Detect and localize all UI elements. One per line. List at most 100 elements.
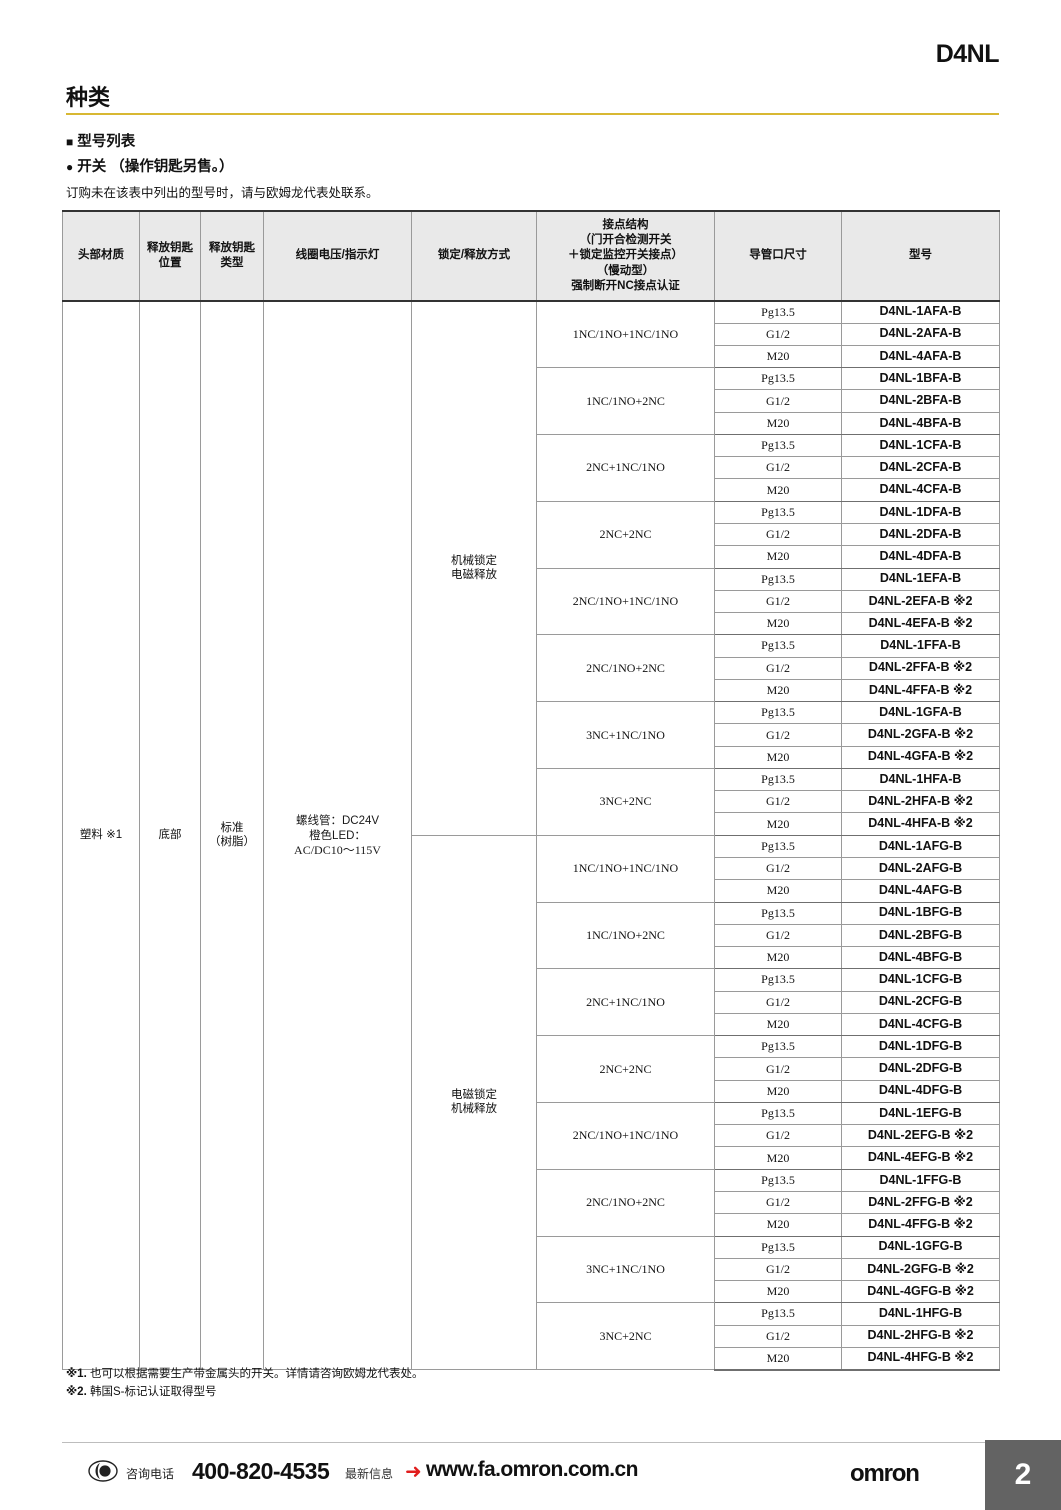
- cell-model: D4NL-2EFA-B ※2: [841, 589, 1000, 614]
- model-list-table-wrapper: 头部材质 释放钥匙 位置 释放钥匙 类型 线圈电压/指示灯 锁定/释放方式 接点结构…: [62, 210, 1000, 1371]
- cell-model: D4NL-4GFG-B ※2: [841, 1280, 1000, 1304]
- cell-model: D4NL-4DFG-B: [841, 1079, 1000, 1103]
- footnote-marker: ※2: [953, 1194, 973, 1209]
- cell-contact-structure: 2NC/1NO+1NC/1NO: [536, 1101, 715, 1170]
- subsection-heading: ● 开关 （操作钥匙另售。）: [66, 155, 234, 176]
- cell-model: D4NL-2FFA-B ※2: [841, 656, 1000, 680]
- table-row: 塑料 ※1 底部 标准 （树脂） 螺线管：DC24V 橙色LED： AC/DC10～115V…: [62, 300, 1000, 1371]
- cell-conduit-size: M20: [714, 411, 842, 435]
- footnote-marker: ※2: [954, 749, 974, 764]
- cell-conduit-size: Pg13.5: [714, 1101, 842, 1126]
- table-row: G1/2 D4NL-2FFA-B ※2: [63, 656, 1000, 680]
- table-row: G1/2 D4NL-2CFA-B: [63, 456, 1000, 480]
- cell-conduit-size: M20: [714, 745, 842, 769]
- cell-contact-structure: 1NC/1NO+1NC/1NO: [536, 834, 715, 903]
- cell-conduit-size: M20: [714, 1213, 842, 1237]
- cell-model: D4NL-1EFA-B: [841, 567, 1000, 591]
- table-row: 2NC/1NO+1NC/1NO Pg13.5 D4NL-1EFA-B: [63, 567, 1000, 636]
- col-head-coil-voltage: 线圈电压/指示灯: [263, 210, 412, 302]
- cell-conduit-size: Pg13.5: [714, 300, 842, 324]
- cell-contact-structure: 2NC+1NC/1NO: [536, 433, 715, 502]
- cell-conduit-size: G1/2: [714, 923, 842, 948]
- footnote-marker: ※2: [953, 1217, 973, 1232]
- cell-model: D4NL-2GFA-B ※2: [841, 723, 1000, 747]
- footnote-marker: ※2: [952, 660, 973, 675]
- footnote-2-text: 韩国S-标记认证取得型号: [89, 1385, 217, 1398]
- table-row: G1/2 D4NL-2AFG-B: [63, 856, 1000, 881]
- col-head-material: 头部材质: [62, 210, 140, 302]
- cell-conduit-size: Pg13.5: [714, 901, 842, 925]
- cell-conduit-size: Pg13.5: [714, 767, 842, 792]
- col-head-key-position: 释放钥匙 位置: [139, 210, 201, 302]
- cell-conduit-size: Pg13.5: [714, 433, 842, 458]
- cell-conduit-size: Pg13.5: [714, 367, 842, 391]
- cell-model: D4NL-4FFG-B ※2: [841, 1213, 1000, 1237]
- website-url[interactable]: www.fa.omron.com.cn: [426, 1458, 638, 1481]
- page-footer: 咨询电话 400-820-4535 最新信息 ➜ www.fa.omron.co…: [62, 1440, 1061, 1510]
- table-body: 塑料 ※1 底部 标准 （树脂） 螺线管：DC24V 橙色LED： AC/DC10～115V…: [62, 300, 1000, 1371]
- cell-conduit-size: Pg13.5: [714, 701, 842, 725]
- cell-contact-structure: 3NC+1NC/1NO: [536, 701, 715, 769]
- col-head-lock-release: 锁定/释放方式: [411, 210, 537, 302]
- col-head-key-type: 释放钥匙 类型: [200, 210, 264, 302]
- cell-model: D4NL-4BFA-B: [841, 411, 1000, 435]
- table-row: G1/2 D4NL-2BFG-B: [63, 923, 1000, 948]
- circle-bullet-icon: ●: [66, 160, 74, 174]
- cell-model: D4NL-1HFA-B: [841, 767, 1000, 792]
- table-row: G1/2 D4NL-2CFG-B: [63, 990, 1000, 1014]
- cell-model: D4NL-4GFA-B ※2: [841, 745, 1000, 769]
- cell-model: D4NL-4AFA-B: [841, 344, 1000, 369]
- footnote-marker: ※2: [954, 1283, 974, 1298]
- footnote-marker: ※2: [954, 1261, 974, 1276]
- cell-conduit-size: Pg13.5: [714, 500, 842, 525]
- cell-conduit-size: G1/2: [714, 1124, 842, 1148]
- cell-model: D4NL-1DFG-B: [841, 1035, 1000, 1059]
- title-divider: [66, 113, 999, 115]
- table-row: M20 D4NL-4HFA-B ※2: [63, 812, 1000, 836]
- cell-model: D4NL-1GFG-B: [841, 1235, 1000, 1259]
- footnote-marker: ※2: [954, 1150, 974, 1165]
- cell-conduit-size: Pg13.5: [714, 1235, 842, 1259]
- cell-model: D4NL-4EFA-B ※2: [841, 612, 1000, 636]
- cell-model: D4NL-4HFG-B ※2: [841, 1346, 1000, 1371]
- model-list-table: 头部材质 释放钥匙 位置 释放钥匙 类型 线圈电压/指示灯 锁定/释放方式 接点结构…: [62, 210, 1000, 1371]
- footnote-2-tag: ※2.: [66, 1385, 87, 1398]
- cell-contact-structure: 2NC+1NC/1NO: [536, 968, 715, 1037]
- table-header-row: 头部材质 释放钥匙 位置 释放钥匙 类型 线圈电压/指示灯 锁定/释放方式 接点结构…: [62, 210, 1000, 302]
- cell-model: D4NL-2BFA-B: [841, 389, 1000, 413]
- contact-head-l2: （门开合检测开关: [579, 234, 672, 247]
- cell-contact-structure: 2NC+2NC: [536, 1035, 715, 1103]
- cell-model: D4NL-2GFG-B ※2: [841, 1257, 1000, 1282]
- contact-head-l4: （慢动型）: [596, 264, 655, 277]
- cell-conduit-size: G1/2: [714, 322, 842, 346]
- cell-conduit-size: G1/2: [714, 1257, 842, 1282]
- table-row: G1/2 D4NL-2HFG-B ※2: [63, 1324, 1000, 1348]
- arrow-right-icon: ➜: [405, 1461, 422, 1483]
- cell-model: D4NL-4CFA-B: [841, 478, 1000, 502]
- free-phone-icon: [88, 1460, 118, 1482]
- document-code: D4NL: [935, 40, 1000, 68]
- cell-contact-structure: 3NC+1NC/1NO: [536, 1235, 715, 1304]
- table-row: 3NC+2NC Pg13.5 D4NL-1HFG-B: [63, 1302, 1000, 1371]
- footnote-marker: ※2: [952, 682, 973, 697]
- cell-conduit-size: M20: [714, 612, 842, 636]
- table-row: M20 D4NL-4HFG-B ※2: [63, 1346, 1000, 1371]
- cell-model: D4NL-2HFG-B ※2: [841, 1324, 1000, 1348]
- cell-model: D4NL-1CFA-B: [841, 433, 1000, 458]
- page-title: 种类: [66, 85, 111, 110]
- footer-divider: [62, 1442, 999, 1443]
- cell-model: D4NL-1BFA-B: [841, 367, 1000, 391]
- table-row: G1/2 D4NL-2GFA-B ※2: [63, 723, 1000, 747]
- cell-conduit-size: G1/2: [714, 523, 842, 547]
- cell-model: D4NL-2HFA-B ※2: [841, 790, 1000, 814]
- cell-key-type: 标准 （树脂）: [200, 300, 264, 1371]
- cell-model: D4NL-2BFG-B: [841, 923, 1000, 948]
- intro-note: 订购未在该表中列出的型号时，请与欧姆龙代表处联系。: [66, 186, 379, 200]
- subsection-heading-label: 开关 （操作钥匙另售。）: [77, 159, 234, 175]
- cell-model: D4NL-2CFG-B: [841, 990, 1000, 1014]
- footnote-marker: ※2: [953, 593, 973, 608]
- table-row: 3NC+1NC/1NO Pg13.5 D4NL-1GFA-B: [63, 701, 1000, 769]
- cell-contact-structure: 2NC/1NO+1NC/1NO: [536, 567, 715, 636]
- contact-head-l1: 接点结构: [602, 219, 649, 231]
- footnotes: ※1. 也可以根据需要生产带金属头的开关。详情请咨询欧姆龙代表处。 ※2. 韩国…: [66, 1366, 423, 1402]
